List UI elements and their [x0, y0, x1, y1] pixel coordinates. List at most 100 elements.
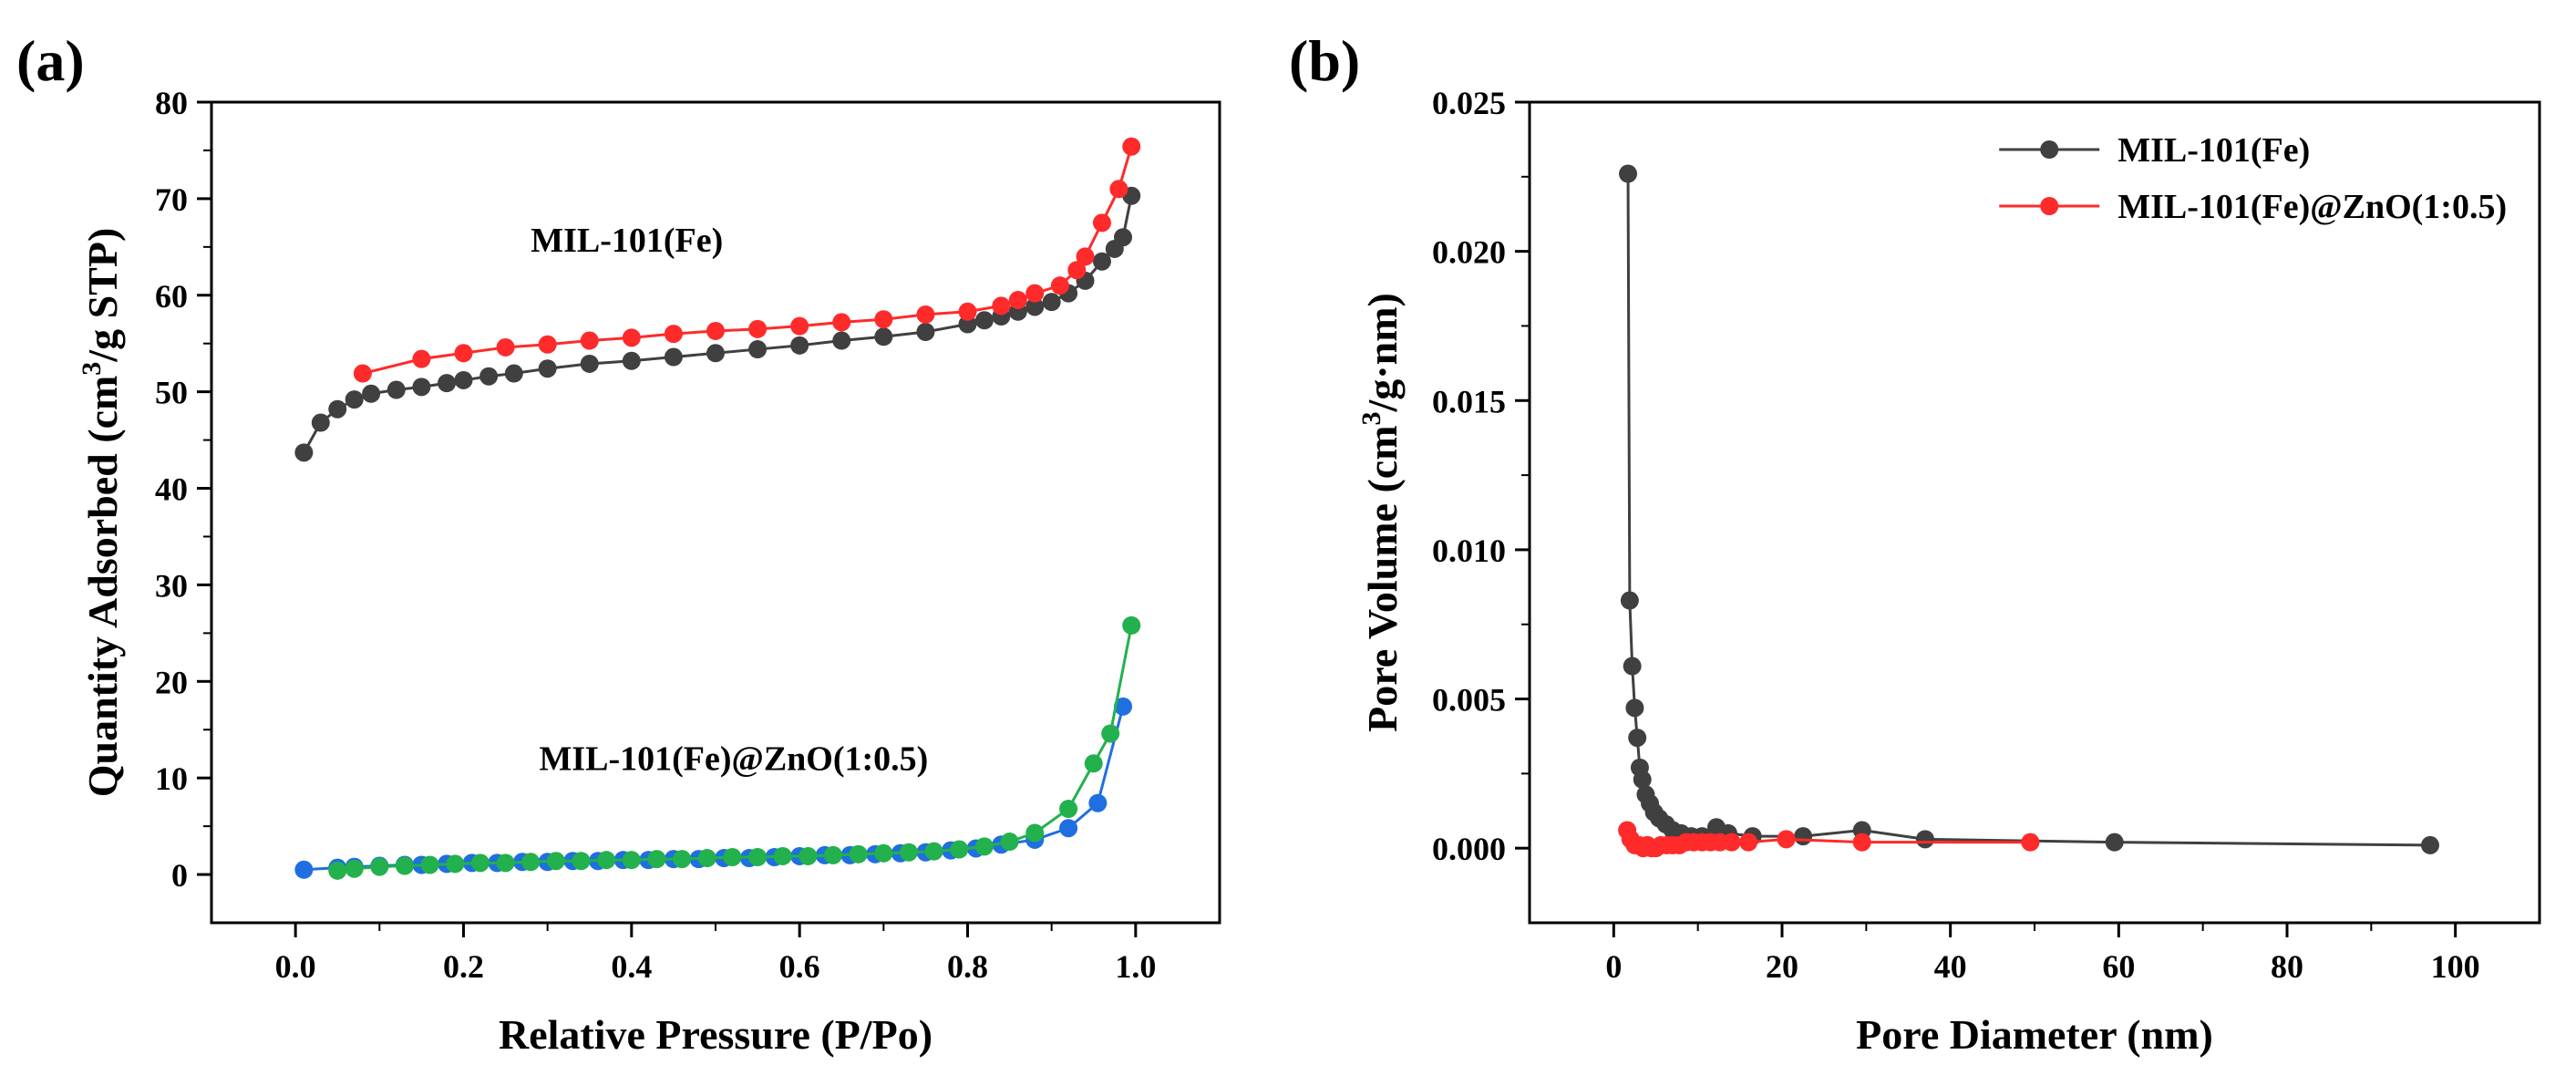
panel-b-chart: 0 20 40 60 80 100 0.000 0.005 0.010 0.015 0.020 0.0…	[1289, 28, 2541, 1058]
y-axis-label: Pore Volume (cm3/g·nm)	[1356, 293, 1406, 732]
data-point	[1628, 729, 1647, 748]
y-tick-label: 20	[155, 664, 188, 700]
data-point	[412, 378, 431, 397]
y-tick-label: 0.010	[1432, 533, 1506, 569]
data-point	[1122, 615, 1141, 635]
data-point	[420, 855, 439, 874]
x-tick-label: 40	[1934, 948, 1967, 985]
data-point	[899, 843, 918, 862]
x-axis-label: Relative Pressure (P/Po)	[499, 1011, 933, 1058]
y-axis-label-sup: 3	[1356, 411, 1386, 425]
data-point	[294, 860, 314, 879]
data-point	[1794, 827, 1813, 846]
data-point	[370, 857, 389, 876]
series-1	[1618, 821, 2040, 858]
x-tick-label: 0.6	[779, 948, 820, 985]
x-tick-label: 1.0	[1115, 948, 1156, 985]
data-point	[345, 859, 364, 878]
data-point	[311, 413, 330, 432]
y-tick-label: 50	[155, 375, 188, 411]
data-point	[916, 305, 935, 324]
data-point	[538, 359, 557, 378]
data-point	[1915, 830, 1934, 849]
y-axis-label-part: Pore Volume (cm	[1359, 425, 1406, 731]
data-point	[1739, 833, 1758, 852]
data-point	[2420, 835, 2439, 854]
data-point	[1025, 297, 1045, 316]
x-tick-label: 0	[1605, 948, 1622, 985]
data-point	[622, 851, 641, 870]
data-point	[1623, 657, 1642, 676]
data-point	[2021, 833, 2040, 852]
data-point	[504, 364, 523, 383]
x-tick-label: 0.0	[275, 948, 316, 985]
y-tick-label: 0.000	[1432, 831, 1506, 867]
legend-swatch-marker	[2040, 140, 2059, 159]
data-point	[1000, 833, 1019, 852]
panel-label: (b)	[1289, 28, 1360, 93]
data-point	[1777, 830, 1796, 849]
data-point	[470, 853, 489, 873]
x-tick-label: 60	[2102, 948, 2135, 985]
data-point	[974, 311, 994, 330]
legend-entry: MIL-101(Fe)	[1999, 131, 2310, 170]
series-line	[1626, 173, 2430, 847]
data-point	[1620, 591, 1639, 610]
data-point	[697, 849, 716, 868]
annotation-label: MIL-101(Fe)@ZnO(1:0.5)	[539, 740, 928, 779]
data-point	[454, 370, 473, 389]
data-point	[706, 344, 725, 363]
series-0	[1619, 164, 2439, 854]
data-point	[412, 349, 431, 368]
data-point	[1067, 261, 1087, 280]
data-point	[294, 443, 314, 462]
data-point	[521, 853, 541, 872]
legend-label: MIL-101(Fe)@ZnO(1:0.5)	[2117, 188, 2507, 226]
y-axis-label-part: /g·nm)	[1359, 293, 1406, 412]
data-point	[622, 351, 641, 370]
data-point	[647, 850, 666, 869]
data-point	[673, 850, 692, 869]
data-point	[874, 843, 893, 863]
data-point	[664, 347, 683, 367]
data-point	[395, 856, 414, 875]
x-tick-label: 0.2	[443, 948, 484, 985]
data-point	[362, 384, 381, 403]
data-point	[824, 845, 843, 864]
data-point	[1109, 180, 1128, 199]
series-1	[353, 137, 1141, 383]
data-point	[723, 848, 742, 866]
data-point	[538, 335, 557, 354]
data-point	[1059, 800, 1078, 819]
data-point	[1008, 291, 1027, 310]
data-point	[748, 319, 768, 338]
data-point	[916, 323, 935, 341]
data-point	[572, 852, 591, 871]
y-axis-label-part: /g STP)	[79, 228, 126, 363]
x-axis-label: Pore Diameter (nm)	[1856, 1011, 2213, 1058]
series-0	[294, 186, 1141, 462]
data-point	[1633, 770, 1652, 789]
data-point	[1059, 819, 1078, 838]
y-tick-label: 0.015	[1432, 383, 1506, 419]
data-point	[950, 840, 969, 859]
y-tick-label: 0.025	[1432, 85, 1506, 121]
data-point	[622, 328, 641, 347]
data-point	[1114, 697, 1133, 716]
y-axis-label-part: Quantity Adsorbed (cm	[79, 376, 126, 798]
data-point	[328, 861, 347, 880]
data-point	[832, 331, 851, 350]
data-point	[446, 854, 465, 874]
data-point	[748, 848, 768, 866]
data-point	[799, 846, 818, 865]
data-point	[874, 310, 893, 329]
x-tick-label: 100	[2431, 948, 2480, 985]
data-point	[353, 364, 372, 383]
data-point	[1025, 284, 1045, 303]
data-point	[1050, 276, 1069, 295]
data-point	[496, 853, 515, 873]
data-point	[479, 367, 499, 386]
data-point	[790, 336, 809, 355]
data-point	[748, 340, 768, 359]
